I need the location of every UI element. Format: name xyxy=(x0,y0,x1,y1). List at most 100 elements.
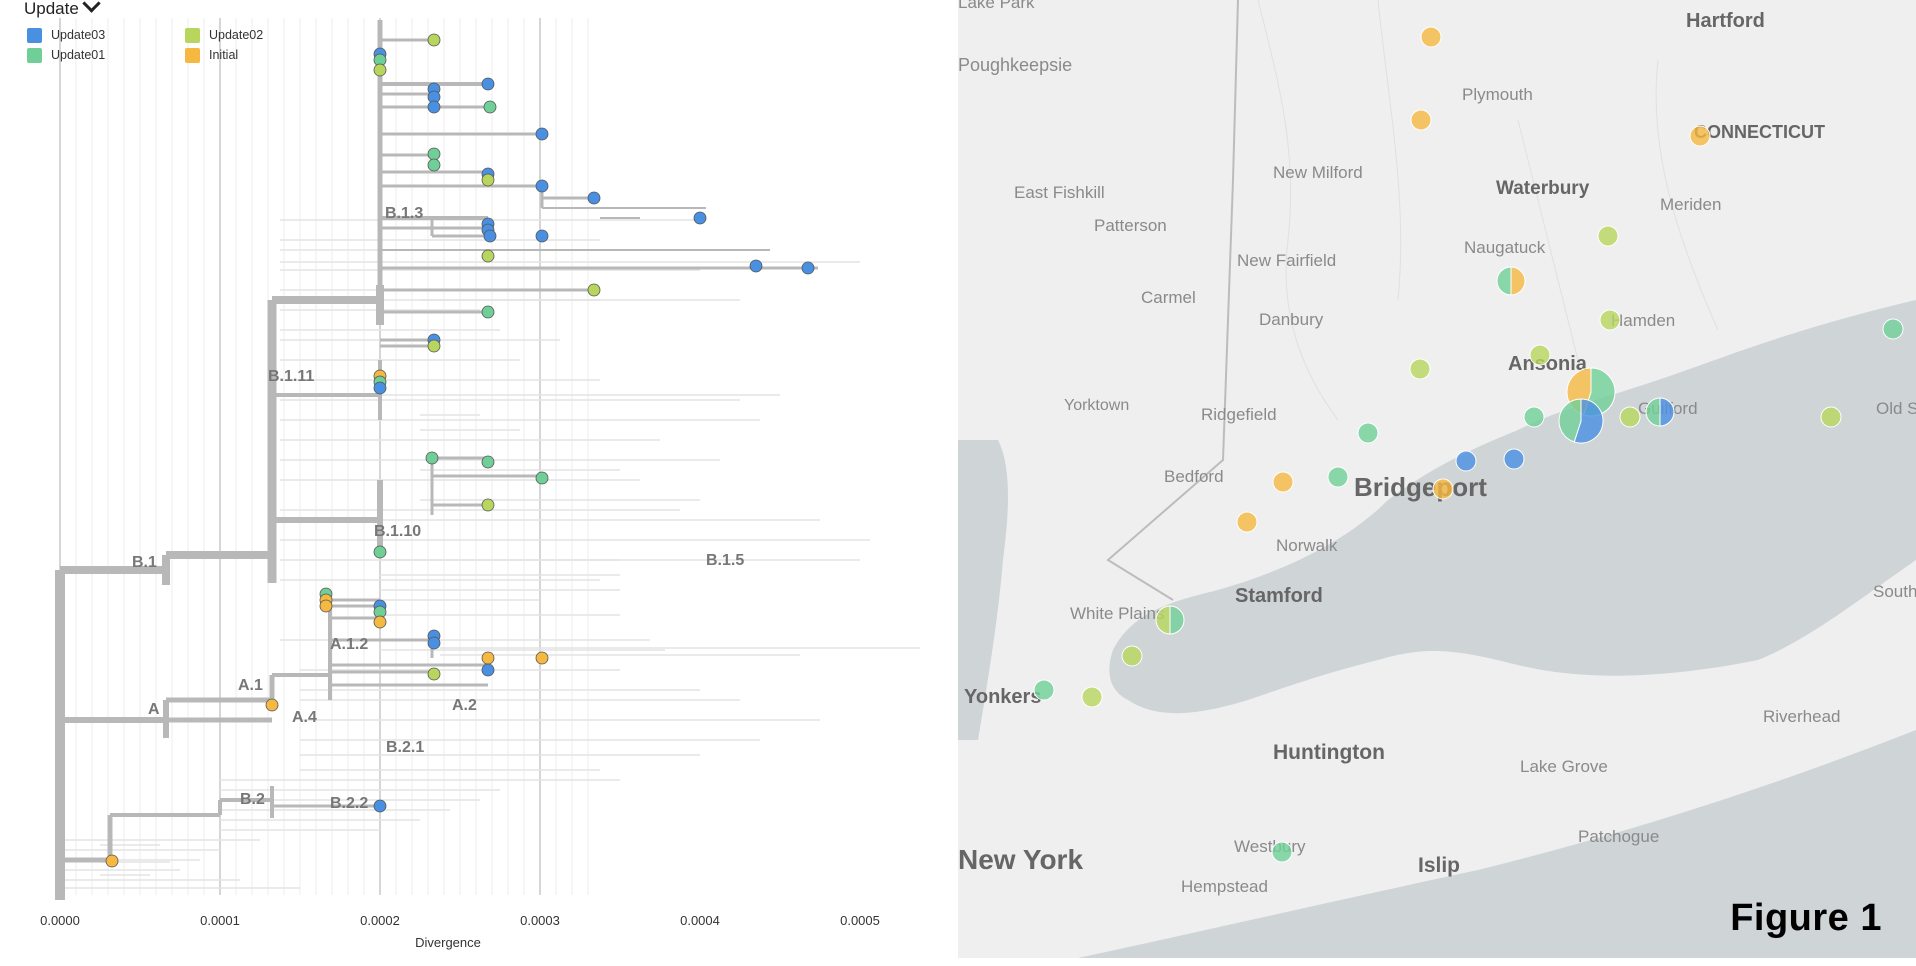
tree-tip[interactable] xyxy=(265,698,279,712)
map-marker[interactable] xyxy=(1523,406,1545,428)
tree-tip[interactable] xyxy=(535,651,549,665)
map-marker[interactable] xyxy=(1599,309,1621,331)
map-svg[interactable]: Poughkeepsie Hartford Plymouth CONNECTICUT E… xyxy=(958,0,1916,958)
legend-item[interactable]: Update01 xyxy=(27,46,105,64)
legend-label: Update03 xyxy=(51,28,106,42)
map-marker[interactable] xyxy=(1455,450,1477,472)
map-place-label: Meriden xyxy=(1660,195,1721,214)
legend-swatch-icon xyxy=(27,48,42,64)
tree-tip[interactable] xyxy=(425,451,439,465)
tree-tip[interactable] xyxy=(535,179,549,193)
map-place-label: Patchogue xyxy=(1578,827,1659,846)
tree-tip[interactable] xyxy=(481,77,495,91)
map-pie-slice[interactable] xyxy=(1645,397,1661,427)
map-place-label: Old Saybrook xyxy=(1876,399,1916,418)
map-marker[interactable] xyxy=(1597,225,1619,247)
map-panel[interactable]: Poughkeepsie Hartford Plymouth CONNECTICUT E… xyxy=(958,0,1916,958)
tree-tip[interactable] xyxy=(427,158,441,172)
tree-tip[interactable] xyxy=(373,799,387,813)
tree-background-branches xyxy=(60,219,920,889)
tree-tip[interactable] xyxy=(483,100,497,114)
atlantic-ocean xyxy=(1078,730,1916,958)
map-marker[interactable] xyxy=(1820,406,1842,428)
map-marker[interactable] xyxy=(1236,511,1258,533)
map-marker[interactable] xyxy=(1033,679,1055,701)
tree-tip[interactable] xyxy=(427,100,441,114)
tree-tip[interactable] xyxy=(587,191,601,205)
tree-tip[interactable] xyxy=(693,211,707,225)
map-marker[interactable] xyxy=(1271,841,1293,863)
map-marker[interactable] xyxy=(1327,466,1349,488)
tree-tip[interactable] xyxy=(427,147,441,161)
tree-tip[interactable] xyxy=(373,615,387,629)
tree-tip[interactable] xyxy=(481,498,495,512)
map-marker[interactable] xyxy=(1081,686,1103,708)
map-place-label: Plymouth xyxy=(1462,85,1533,104)
legend-dropdown[interactable]: Update xyxy=(24,0,101,19)
legend-item[interactable]: Update03 xyxy=(27,26,105,44)
long-island-sound xyxy=(1109,300,1916,714)
tree-tip[interactable] xyxy=(587,283,601,297)
map-place-label: New Fairfield xyxy=(1237,251,1336,270)
tree-tip[interactable] xyxy=(481,663,495,677)
tree-tip[interactable] xyxy=(373,381,387,395)
map-marker[interactable] xyxy=(1410,109,1432,131)
state-border xyxy=(1106,0,1239,601)
tree-tip[interactable] xyxy=(481,305,495,319)
tree-tip[interactable] xyxy=(483,229,497,243)
map-marker[interactable] xyxy=(1529,344,1551,366)
tree-tip[interactable] xyxy=(373,545,387,559)
tree-tip[interactable] xyxy=(481,173,495,187)
tree-tip[interactable] xyxy=(535,471,549,485)
legend-label: Initial xyxy=(209,48,239,62)
legend-swatch-icon xyxy=(185,48,200,64)
map-marker[interactable] xyxy=(1503,448,1525,470)
map-place-label: Yorktown xyxy=(1064,397,1129,414)
tree-tip[interactable] xyxy=(749,259,763,273)
map-marker[interactable] xyxy=(1409,358,1431,380)
tree-tip[interactable] xyxy=(373,63,387,77)
map-markers[interactable] xyxy=(1033,26,1904,863)
tree-tip[interactable] xyxy=(481,455,495,469)
tree-tip[interactable] xyxy=(427,636,441,650)
tree-tip[interactable] xyxy=(535,229,549,243)
tree-tip[interactable] xyxy=(105,854,119,868)
map-marker[interactable] xyxy=(1357,422,1379,444)
map-place-label: New Milford xyxy=(1273,163,1363,182)
phylogenetic-tree-panel: B.1.3 B.1.11 B.1.10 B.1 B.1.5 A.1.2 A.1 A A.4 A.2… xyxy=(24,0,920,950)
tree-tip[interactable] xyxy=(481,249,495,263)
map-marker[interactable] xyxy=(1619,406,1641,428)
x-tick-label: 0.0001 xyxy=(200,913,240,928)
map-place-label: Lake Park xyxy=(958,0,1035,12)
tree-tip[interactable] xyxy=(801,261,815,275)
map-place-label: Ansonia xyxy=(1508,353,1588,375)
tree-tip[interactable] xyxy=(319,599,333,613)
tree-tip[interactable] xyxy=(427,33,441,47)
map-place-label: Southold xyxy=(1873,582,1916,601)
legend-swatch-icon xyxy=(27,28,42,44)
map-marker[interactable] xyxy=(1882,318,1904,340)
tree-tip[interactable] xyxy=(427,667,441,681)
tree-tip[interactable] xyxy=(535,127,549,141)
legend-item[interactable]: Update02 xyxy=(185,26,263,44)
map-place-label: Stamford xyxy=(1235,585,1323,607)
map-marker[interactable] xyxy=(1432,478,1454,500)
map-pie-slice[interactable] xyxy=(1510,266,1526,296)
map-pie-slice[interactable] xyxy=(1155,605,1171,635)
legend-item[interactable]: Initial xyxy=(185,46,238,64)
clade-label: B.1.5 xyxy=(706,552,744,569)
map-pie-slice[interactable] xyxy=(1659,397,1675,427)
map-marker[interactable] xyxy=(1121,645,1143,667)
map-marker[interactable] xyxy=(1272,471,1294,493)
map-pie-slice[interactable] xyxy=(1558,398,1582,443)
map-pie-slice[interactable] xyxy=(1496,266,1512,296)
map-marker[interactable] xyxy=(1689,125,1711,147)
tree-tip[interactable] xyxy=(481,651,495,665)
tree-grid xyxy=(59,18,589,895)
clade-label: B.2.2 xyxy=(330,795,368,812)
map-pie-slice[interactable] xyxy=(1169,605,1185,635)
map-marker[interactable] xyxy=(1420,26,1442,48)
x-tick-label: 0.0003 xyxy=(520,913,560,928)
tree-tips[interactable] xyxy=(105,33,815,868)
tree-tip[interactable] xyxy=(427,339,441,353)
